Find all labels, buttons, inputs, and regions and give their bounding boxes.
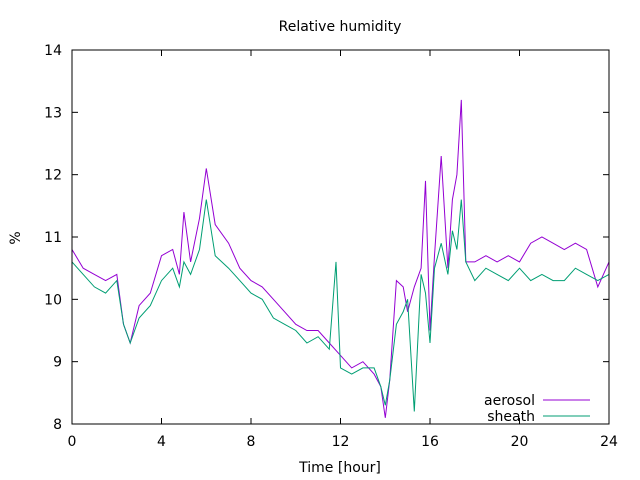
legend-label-aerosol: aerosol xyxy=(484,393,535,409)
x-tick-label: 24 xyxy=(600,434,618,450)
y-tick-label: 8 xyxy=(53,417,62,433)
series-line-aerosol xyxy=(71,99,610,418)
x-tick-label: 12 xyxy=(332,434,350,450)
y-tick-label: 9 xyxy=(53,355,62,371)
y-tick-label: 11 xyxy=(44,230,62,246)
legend-label-sheath: sheath xyxy=(487,409,535,425)
series-line-sheath xyxy=(71,199,610,412)
y-tick-label: 13 xyxy=(44,105,62,121)
y-axis-label: % xyxy=(8,231,24,244)
y-tick-label: 10 xyxy=(44,292,62,308)
y-tick-label: 14 xyxy=(44,43,62,59)
x-tick-label: 0 xyxy=(68,434,77,450)
x-tick-label: 20 xyxy=(511,434,529,450)
chart-title: Relative humidity xyxy=(279,19,402,35)
x-tick-label: 4 xyxy=(157,434,166,450)
x-tick-label: 8 xyxy=(247,434,256,450)
y-tick-label: 12 xyxy=(44,168,62,184)
plot-border xyxy=(71,49,610,425)
x-axis-label: Time [hour] xyxy=(298,460,381,476)
x-tick-label: 16 xyxy=(421,434,439,450)
axis-ticks: 0 4 8 12 16 20 24 8 9 10 11 12 13 14 xyxy=(44,43,618,450)
series-layer xyxy=(71,99,610,418)
